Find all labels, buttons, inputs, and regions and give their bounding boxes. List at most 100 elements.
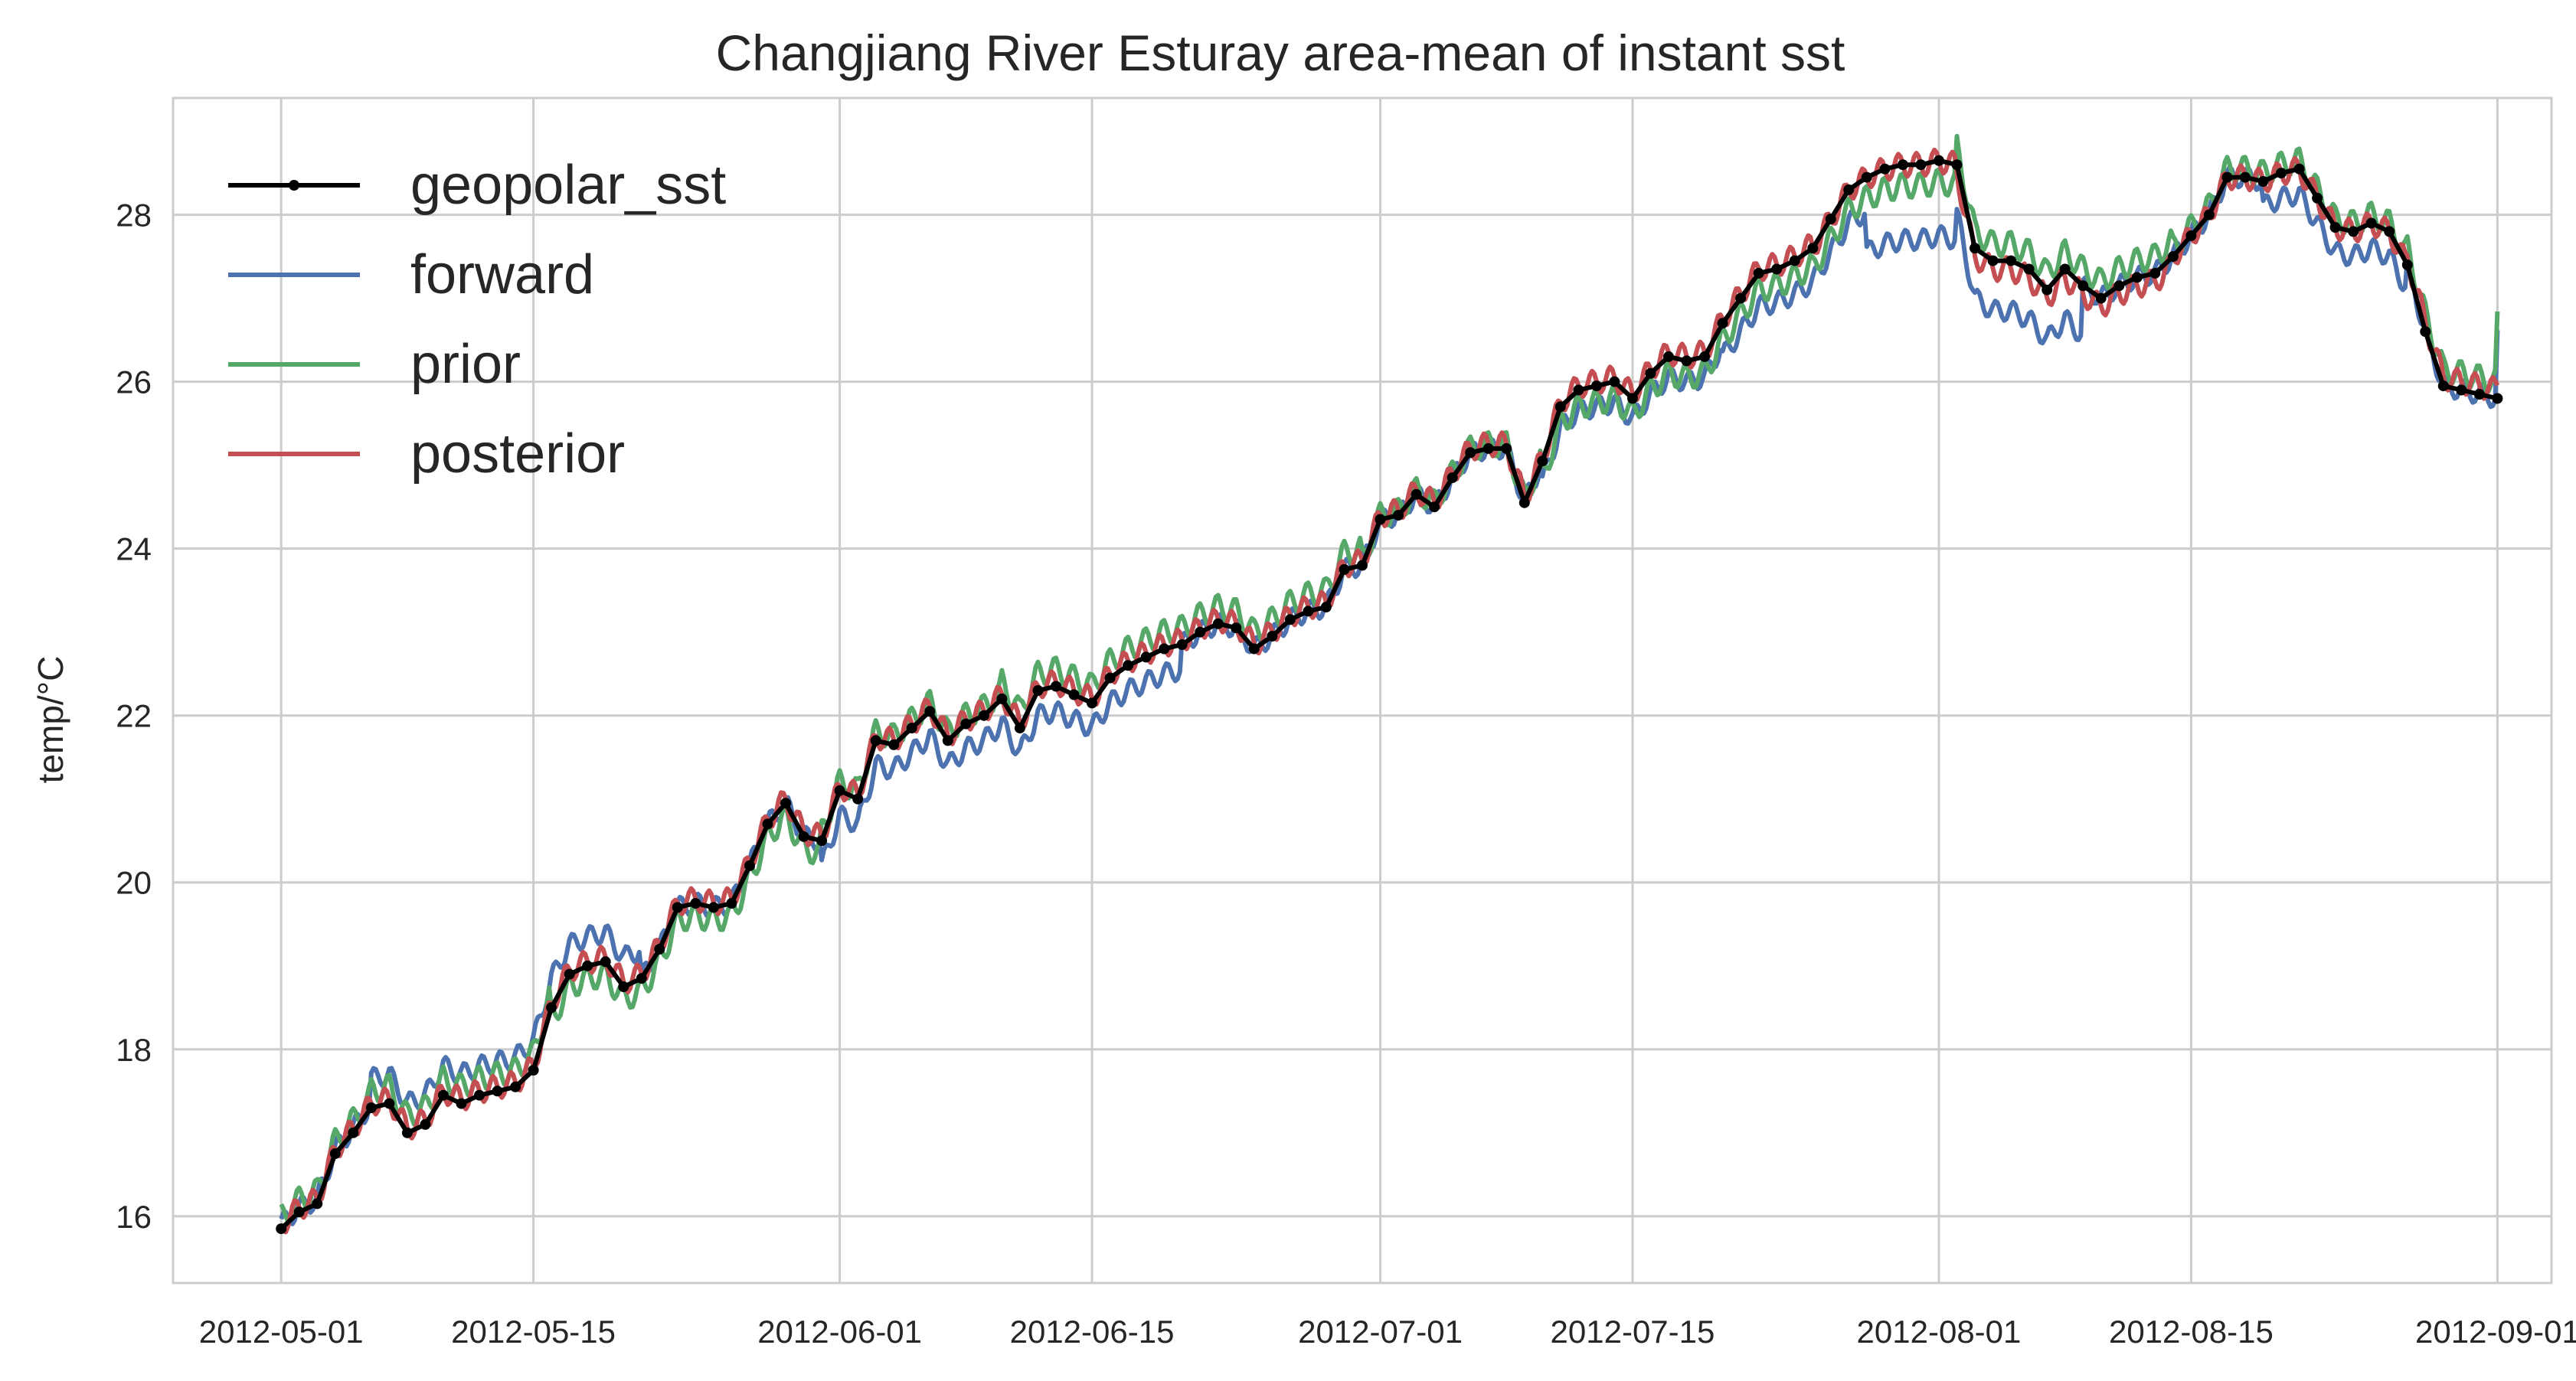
geopolar-sst-point [456, 1098, 467, 1109]
geopolar-sst-point [924, 706, 936, 717]
geopolar-sst-point [636, 973, 647, 984]
y-tick-label: 18 [116, 1032, 152, 1068]
geopolar-sst-point [329, 1148, 341, 1159]
y-tick-label: 28 [116, 198, 152, 233]
y-tick-label: 16 [116, 1199, 152, 1235]
geopolar-sst-point [726, 898, 737, 909]
geopolar-sst-point [870, 735, 881, 746]
x-tick-labels: 2012-05-01 2012-05-15 2012-06-01 2012-06-15… [199, 1314, 2576, 1350]
geopolar-sst-point [384, 1098, 395, 1109]
geopolar-sst-point [2456, 384, 2467, 396]
geopolar-sst-point [690, 898, 701, 909]
x-tick-label: 2012-08-15 [2109, 1314, 2274, 1350]
geopolar-sst-point [1267, 631, 1278, 642]
geopolar-sst-point [2240, 171, 2251, 183]
geopolar-sst-point [1987, 255, 1999, 266]
geopolar-sst-point [1554, 401, 1566, 413]
geopolar-sst-point [600, 956, 611, 968]
geopolar-sst-point [1051, 681, 1061, 692]
series-prior-line [279, 133, 2500, 1224]
geopolar-sst-point [906, 723, 917, 734]
geopolar-sst-point [1465, 447, 1476, 459]
geopolar-sst-point [1303, 606, 1314, 617]
geopolar-sst-point [996, 693, 1008, 704]
geopolar-sst-point [1501, 442, 1512, 454]
geopolar-sst-point [1915, 159, 1927, 171]
geopolar-sst-point [546, 1002, 557, 1014]
geopolar-sst-point [1627, 393, 1638, 404]
geopolar-sst-point [1176, 639, 1188, 650]
geopolar-sst-point [2185, 230, 2197, 241]
geopolar-sst-point [564, 968, 575, 980]
geopolar-sst-point [1159, 643, 1170, 655]
geopolar-sst-point [1951, 159, 1963, 171]
geopolar-sst-point [1699, 351, 1711, 362]
geopolar-sst-point [762, 818, 773, 830]
geopolar-sst-point [978, 710, 989, 721]
geopolar-sst-point [798, 831, 809, 842]
geopolar-sst-point [2276, 168, 2287, 179]
geopolar-sst-point [2312, 192, 2323, 204]
geopolar-sst-point [528, 1065, 539, 1076]
geopolar-sst-point [2059, 263, 2071, 275]
geopolar-sst-point [365, 1102, 377, 1114]
geopolar-sst-point [834, 785, 845, 796]
geopolar-sst-point [2149, 267, 2161, 279]
geopolar-sst-point [1735, 292, 1747, 304]
x-tick-label: 2012-06-15 [1010, 1314, 1175, 1350]
geopolar-sst-point [2293, 163, 2305, 175]
geopolar-sst-point [1429, 501, 1440, 513]
geopolar-sst-point [1537, 455, 1548, 467]
geopolar-sst-point [1393, 510, 1404, 521]
geopolar-sst-point [2473, 389, 2485, 400]
geopolar-sst-point [293, 1206, 305, 1218]
chart-title: Changjiang River Esturay area-mean of in… [716, 24, 1845, 81]
geopolar-sst-point [2006, 255, 2017, 266]
x-tick-label: 2012-07-01 [1298, 1314, 1463, 1350]
geopolar-sst-point [1339, 563, 1350, 575]
geopolar-sst-point [492, 1086, 503, 1097]
geopolar-sst-point [816, 835, 828, 847]
y-tick-label: 26 [116, 364, 152, 400]
geopolar-sst-point [2203, 209, 2215, 220]
geopolar-sst-point [1483, 442, 1494, 454]
geopolar-sst-point [1248, 643, 1260, 655]
geopolar-sst-point [1140, 651, 1152, 663]
y-tick-label: 20 [116, 865, 152, 901]
geopolar-sst-point [960, 718, 972, 730]
geopolar-sst-point [1843, 184, 1855, 195]
geopolar-sst-point [1411, 488, 1422, 500]
plot-frame [172, 96, 2553, 1285]
y-tick-label: 24 [116, 531, 152, 567]
legend-label: forward [410, 244, 594, 305]
geopolar-sst-point [1771, 263, 1783, 275]
geopolar-sst-point [1645, 367, 1656, 379]
geopolar-sst-point [1195, 626, 1206, 638]
geopolar-sst-point [1104, 672, 1116, 684]
geopolar-sst-point [852, 793, 864, 805]
legend-label: posterior [410, 423, 625, 485]
x-tick-label: 2012-08-01 [1857, 1314, 2022, 1350]
geopolar-sst-point [780, 798, 791, 809]
geopolar-sst-point [2437, 380, 2449, 392]
x-tick-label: 2012-05-15 [451, 1314, 616, 1350]
geopolar-sst-point [1032, 685, 1044, 696]
geopolar-sst-point [276, 1223, 287, 1235]
geopolar-sst-point [2257, 176, 2269, 187]
y-axis-label: temp/°C [31, 656, 70, 784]
geopolar-sst-point [1447, 472, 1458, 483]
y-tick-labels: 16 18 20 22 24 26 28 [116, 198, 152, 1235]
legend-marker [289, 180, 299, 191]
geopolar-sst-point [2095, 292, 2107, 304]
series-geopolar-sst-line [280, 158, 2499, 1231]
geopolar-sst-point [1717, 318, 1728, 329]
geopolar-sst-point [1970, 243, 1980, 254]
geopolar-sst-point [618, 981, 629, 992]
geopolar-sst-point [312, 1198, 323, 1210]
geopolar-sst-point [888, 739, 900, 750]
geopolar-sst-point [2077, 280, 2089, 292]
geopolar-sst-point [1681, 355, 1692, 367]
x-tick-label: 2012-05-01 [199, 1314, 364, 1350]
geopolar-sst-point [348, 1127, 359, 1138]
